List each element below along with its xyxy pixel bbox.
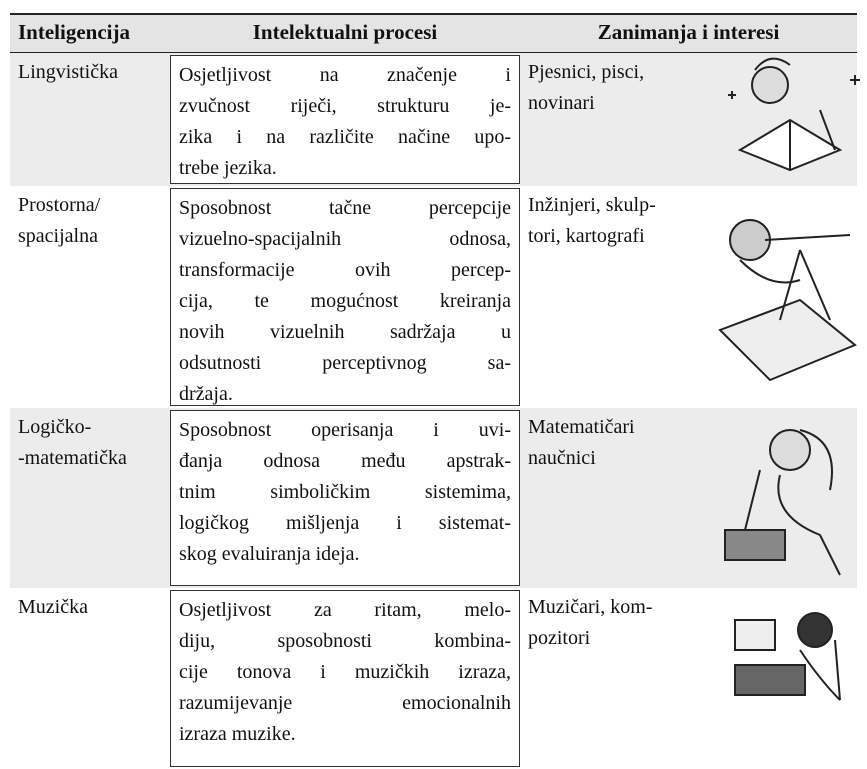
header-cell: Inteligencija: [18, 20, 130, 44]
text-line: Prostorna/: [18, 194, 101, 216]
interests-cell: Pjesnici, pisci, novinari: [520, 53, 857, 186]
text-line: razumijevanje emocionalnih: [179, 692, 511, 714]
table-row: Logičko- -matematička Sposobnost operisanj…: [10, 408, 857, 588]
header-cell: Intelektualni procesi: [252, 20, 438, 44]
text-line: cija, te mogućnost kreiranja: [179, 290, 511, 312]
header-cell: Zanimanja i interesi: [597, 20, 780, 44]
table-row: Muzička Osjetljivost za ritam, melo-diju,…: [10, 588, 857, 769]
text-line: držaja.: [179, 383, 233, 405]
text-line: spacijalna: [18, 225, 98, 247]
text-line: diju, sposobnosti kombina-: [179, 630, 511, 652]
text-line: -matematička: [18, 447, 127, 469]
text-line: Sposobnost operisanja i uvi-: [179, 419, 511, 441]
text-line: Osjetljivost za ritam, melo-: [179, 599, 511, 621]
table-row: Lingvistička Osjetljivost na značenje i zv…: [10, 53, 857, 186]
text-line: Pjesnici, pisci,: [528, 61, 645, 83]
process-cell: Osjetljivost za ritam, melo-diju, sposob…: [170, 590, 520, 767]
text-line: naučnici: [528, 447, 596, 469]
interests-cell: Matematičari naučnici: [520, 408, 857, 588]
text-line: Lingvistička: [18, 61, 118, 83]
text-line: zvučnost riječi, strukturu je-: [179, 95, 511, 117]
table-row: Prostorna/spacijalna Sposobnost tačne per…: [10, 186, 857, 408]
process-cell: Osjetljivost na značenje i zvučnost riječ…: [170, 55, 520, 184]
process-cell: Sposobnost operisanja i uvi-đanja odnosa…: [170, 410, 520, 586]
text-line: Logičko-: [18, 416, 92, 438]
text-line: novinari: [528, 92, 595, 114]
text-line: zika i na različite načine upo-: [179, 126, 511, 148]
header-row: Inteligencija Intelektualni procesi Zanima…: [10, 13, 857, 53]
text-line: novih vizuelnih sadržaja u: [179, 321, 511, 343]
text-line: Inžinjeri, skulp-: [528, 194, 656, 216]
text-line: skog evaluiranja ideja.: [179, 543, 360, 565]
interests-cell: Muzičari, kom-pozitori: [520, 588, 857, 769]
intelligence-cell: Logičko- -matematička: [10, 408, 170, 588]
text-line: tori, kartografi: [528, 225, 645, 247]
text-line: transformacije ovih percep-: [179, 259, 511, 281]
intelligence-cell: Muzička: [10, 588, 170, 769]
text-line: Sposobnost tačne percepcije: [179, 197, 511, 219]
intelligence-cell: Lingvistička: [10, 53, 170, 186]
process-cell: Sposobnost tačne percepcije vizuelno-spac…: [170, 188, 520, 406]
text-line: tnim simboličkim sistemima,: [179, 481, 511, 503]
table: Inteligencija Intelektualni procesi Zanima…: [10, 13, 857, 769]
text-line: Matematičari: [528, 416, 635, 438]
text-line: pozitori: [528, 627, 591, 649]
text-line: izraza muzike.: [179, 723, 296, 745]
text-line: trebe jezika.: [179, 157, 277, 179]
text-line: Osjetljivost na značenje i: [179, 64, 511, 86]
text-line: Muzička: [18, 596, 88, 618]
text-line: cije tonova i muzičkih izraza,: [179, 661, 511, 683]
text-line: odsutnosti perceptivnog sa-: [179, 352, 511, 374]
interests-cell: Inžinjeri, skulp-tori, kartografi: [520, 186, 857, 408]
intelligence-cell: Prostorna/spacijalna: [10, 186, 170, 408]
text-line: vizuelno-spacijalnih odnosa,: [179, 228, 511, 250]
text-line: đanja odnosa među apstrak-: [179, 450, 511, 472]
text-line: logičkog mišljenja i sistemat-: [179, 512, 511, 534]
text-line: Muzičari, kom-: [528, 596, 653, 618]
